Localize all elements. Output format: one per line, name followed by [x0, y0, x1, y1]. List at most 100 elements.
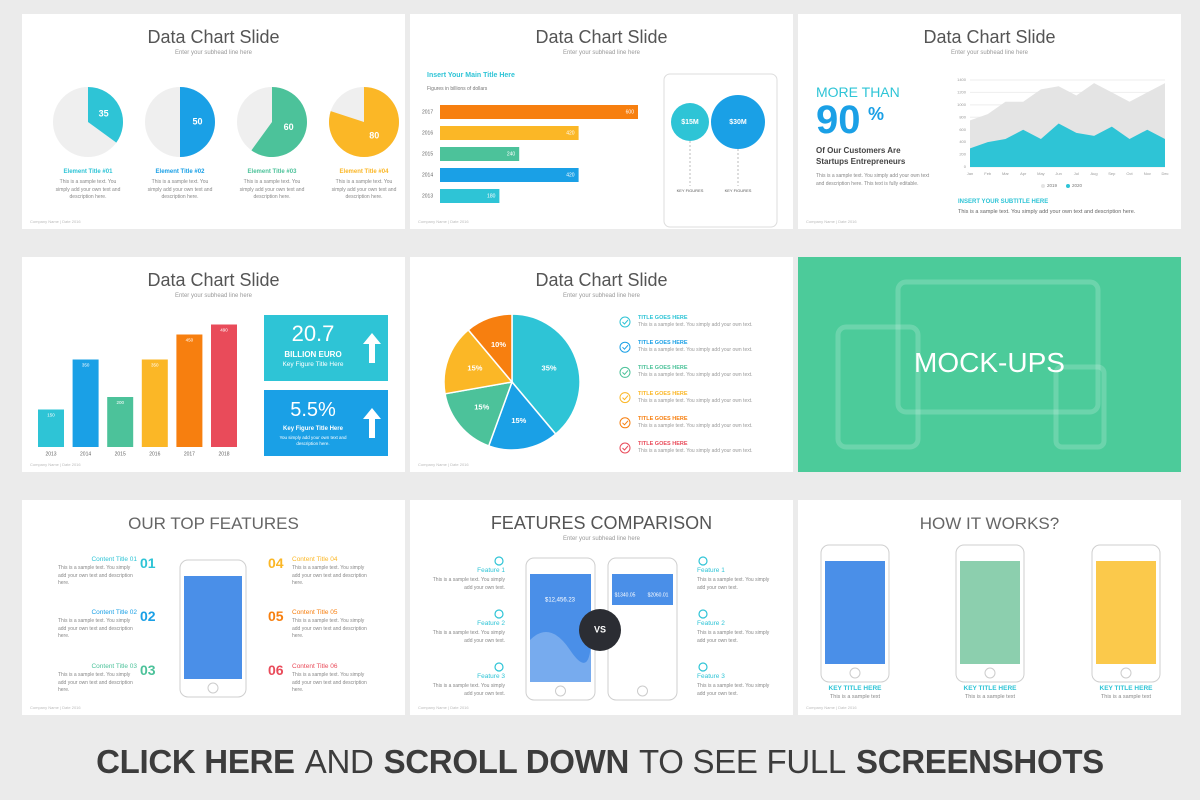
list-title: TITLE GOES HERE: [638, 441, 688, 447]
screen-panel: [612, 605, 673, 682]
list-text: This is a sample text. You simply add yo…: [638, 372, 753, 379]
slide-title: Data Chart Slide: [147, 27, 280, 47]
list-title: TITLE GOES HERE: [638, 390, 688, 397]
key-figure-text: You simply add your own text and descrip…: [279, 435, 347, 446]
banner-text: TO SEE FULL: [638, 743, 846, 780]
graphic: [835, 279, 1107, 450]
banner-text: SCREENSHOTS: [855, 743, 1104, 780]
list-text: This is a sample text. You simply add yo…: [638, 422, 753, 429]
bar-value: 350: [82, 363, 90, 368]
device-outline: [835, 324, 921, 450]
banner[interactable]: CLICK HERE AND SCROLL DOWN TO SEE FULL SCREE…: [0, 738, 1200, 786]
slide-subtitle: Enter your subhead line here: [562, 50, 641, 56]
phone-button: [555, 685, 566, 697]
slide[interactable]: 150 2013 350 2014 200 2015 350 2016 450 2017 490 20…: [22, 257, 405, 472]
vs-circle: [579, 609, 621, 651]
balance: $1340.05: [615, 592, 636, 598]
list-text: This is a sample text. You simply add yo…: [638, 448, 753, 454]
item-text: This is a sample text. You simply add yo…: [58, 565, 133, 586]
unit: %: [868, 104, 885, 124]
pie-slice: [487, 380, 557, 451]
x-tick-label: May: [1037, 171, 1045, 176]
x-tick-label: Aug: [1091, 171, 1098, 176]
item-title: Content Title 03: [91, 663, 137, 670]
footer: Company Name | Date 2016: [30, 705, 81, 710]
x-tick-label: Apr: [1020, 171, 1027, 176]
bar: [440, 189, 500, 203]
bar-value: 350: [151, 363, 159, 368]
bar-value: 420: [566, 172, 575, 178]
phone-button: [207, 682, 219, 694]
pie-wedge: [180, 87, 215, 157]
bar: [440, 168, 579, 182]
feature-text: This is a sample text. You simply add yo…: [697, 630, 770, 644]
slide[interactable]: $12,456.23 $1340.05 $2060.01 VS FEATURES COM…: [410, 500, 793, 715]
slide[interactable]: 35 50 60 80 Data Chart Slide Enter your subhe…: [22, 14, 405, 229]
slide-subtitle: Enter your subhead line here: [562, 293, 641, 299]
item-number: 04: [268, 555, 284, 571]
element-title: Element Title #03: [247, 169, 297, 175]
x-tick-label: Dec: [1161, 171, 1168, 176]
slide[interactable]: 0 200 400 600 800 1000 1200 1400 2019 2020 Jan Feb M…: [798, 14, 1181, 229]
y-tick-label: 200: [959, 152, 966, 157]
x-tick-label: Jul: [1074, 171, 1079, 176]
item-number: 06: [268, 662, 284, 678]
feature-text: This is a sample text. You simply add yo…: [432, 683, 505, 697]
pie-label: 15%: [511, 416, 526, 425]
feature-title: Feature 1: [697, 567, 725, 574]
pie-label: 35: [99, 108, 109, 118]
footer: Company Name | Date 2016: [30, 462, 81, 467]
bar: [211, 324, 237, 447]
slide[interactable]: 2017 600 2016 420 2015 240 2014 420 2013 180 $15M K…: [410, 14, 793, 229]
bar: [72, 359, 99, 447]
check-mark: [622, 395, 629, 401]
y-tick-label: 600: [959, 127, 966, 132]
mockups-title: MOCK-UPS: [914, 347, 1065, 378]
bar-label: 2014: [80, 451, 91, 457]
element-text: This is a sample text. You simply add yo…: [55, 179, 121, 200]
check-icon: [619, 341, 631, 353]
bar: [440, 147, 520, 161]
list-text: This is a sample text. You simply add yo…: [638, 322, 753, 328]
slide[interactable]: MOCK-UPS: [798, 257, 1181, 472]
bar-label: 2016: [149, 451, 160, 457]
legend-swatch: [1041, 184, 1045, 188]
x-tick-label: Oct: [1126, 171, 1133, 176]
check-icon: [619, 442, 631, 454]
item-text: This is a sample text. You simply add yo…: [58, 672, 133, 693]
bar-value: 180: [487, 193, 496, 199]
slide[interactable]: Company Name | Date 2016 HOW IT WORKS? KEY…: [798, 500, 1181, 715]
arrow: [363, 408, 381, 438]
x-tick-label: Nov: [1144, 171, 1151, 176]
element-title: Element Title #02: [155, 169, 205, 175]
slide[interactable]: Company Name | Date 2016 OUR TOP FEATURES…: [22, 500, 405, 715]
bar: [176, 334, 203, 447]
arrow: [363, 333, 381, 363]
slide-title: HOW IT WORKS?: [919, 514, 1060, 533]
figure-label: $30M: [729, 119, 747, 126]
bar-value: 240: [507, 151, 516, 157]
feature-icon: [494, 556, 504, 566]
list-text: This is a sample text. You simply add yo…: [638, 397, 753, 404]
feature-text: This is a sample text. You simply add yo…: [432, 577, 505, 591]
feature-text: This is a sample text. You simply add yo…: [697, 683, 770, 697]
bar-value: 200: [116, 400, 124, 405]
slide-subtitle: Enter your subhead line here: [174, 50, 253, 56]
slide[interactable]: 35% 15% 15% 15% 10% Data Chart Slide Enter you…: [410, 257, 793, 472]
step-title: KEY TITLE HERE: [1099, 685, 1153, 692]
feature-icon: [494, 662, 504, 672]
pie-label: 80: [369, 131, 379, 141]
y-tick-label: 1200: [957, 89, 967, 94]
feature-icon: [698, 556, 708, 566]
check-icon: [619, 417, 631, 429]
bar-value: 490: [220, 328, 228, 333]
feature-title: Feature 2: [697, 620, 725, 627]
chart-note: Figures in billions of dollars: [427, 86, 488, 92]
pie-slice: [511, 313, 581, 436]
footer: Company Name | Date 2016: [418, 705, 469, 710]
balance: $2060.01: [648, 592, 669, 598]
step-title: KEY TITLE HERE: [828, 685, 882, 692]
step-title: KEY TITLE HERE: [963, 685, 1017, 692]
phone-button: [1120, 667, 1132, 679]
pie-slice: [467, 313, 513, 385]
